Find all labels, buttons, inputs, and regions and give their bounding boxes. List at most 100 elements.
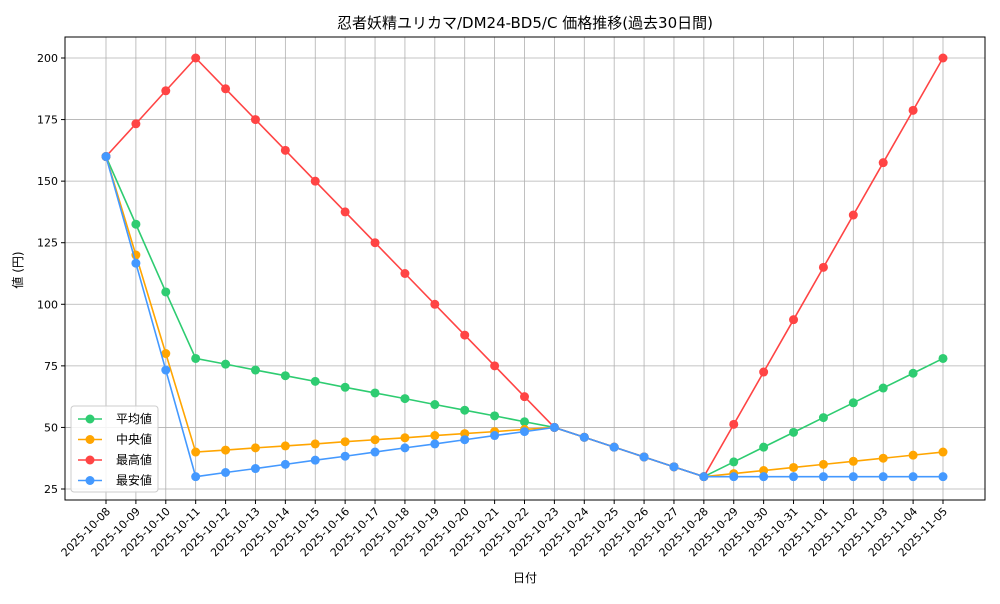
legend-marker <box>85 455 95 465</box>
data-point <box>759 442 769 452</box>
data-point <box>221 359 231 369</box>
data-point <box>609 442 619 452</box>
data-point <box>310 376 320 386</box>
data-point <box>131 219 141 229</box>
data-point <box>370 238 380 248</box>
data-point <box>400 443 410 453</box>
data-point <box>340 451 350 461</box>
data-point <box>430 299 440 309</box>
data-point <box>759 472 769 482</box>
data-point <box>370 435 380 445</box>
data-point <box>101 152 111 162</box>
plot-frame <box>64 36 986 501</box>
data-point <box>520 427 529 437</box>
data-point <box>460 330 470 340</box>
data-point <box>759 466 769 476</box>
data-point <box>250 443 260 453</box>
legend-marker <box>85 414 95 424</box>
data-point <box>878 472 888 482</box>
data-point <box>310 455 320 465</box>
legend-box <box>70 405 159 493</box>
data-point <box>460 435 470 445</box>
data-point <box>729 457 739 467</box>
data-point <box>759 367 769 377</box>
data-point <box>639 452 649 462</box>
legend-marker <box>85 435 95 444</box>
data-point <box>221 467 231 477</box>
legend-label: 最高値 <box>116 452 152 467</box>
data-point <box>221 445 231 455</box>
data-point <box>520 392 529 402</box>
legend-label: 中央値 <box>116 432 152 447</box>
data-point <box>310 439 320 449</box>
data-point <box>340 382 350 392</box>
data-point <box>818 459 828 469</box>
data-point <box>848 210 858 220</box>
y-tick-label: 125 <box>37 237 58 250</box>
data-point <box>400 433 410 443</box>
y-tick-label: 75 <box>44 360 58 373</box>
y-tick-label: 100 <box>37 298 58 311</box>
data-point <box>789 462 799 472</box>
y-axis-label: 値 (円) <box>10 251 25 288</box>
legend-label: 最安値 <box>116 473 152 488</box>
x-axis-label: 日付 <box>513 571 537 585</box>
data-point <box>131 258 141 268</box>
data-point <box>370 447 380 457</box>
data-point <box>848 456 858 466</box>
data-point <box>340 207 350 217</box>
legend-marker <box>85 476 95 485</box>
data-point <box>161 86 171 96</box>
data-point <box>430 439 440 449</box>
data-point <box>490 431 500 441</box>
data-point <box>400 394 410 404</box>
data-point <box>818 472 828 482</box>
data-point <box>729 472 739 482</box>
data-point <box>280 145 290 155</box>
y-tick-label: 150 <box>37 175 58 188</box>
data-point <box>848 398 858 408</box>
data-point <box>579 432 589 442</box>
data-point <box>699 472 709 482</box>
data-point <box>938 447 948 457</box>
y-tick-label: 25 <box>44 483 58 496</box>
data-point <box>818 262 828 272</box>
y-tick-label: 50 <box>44 421 58 434</box>
data-point <box>250 464 260 474</box>
data-point <box>908 368 918 378</box>
data-point <box>520 417 529 427</box>
data-point <box>460 429 470 439</box>
data-point <box>250 115 260 125</box>
data-point <box>340 437 350 447</box>
data-point <box>400 269 410 278</box>
data-point <box>131 119 141 129</box>
data-point <box>490 411 500 421</box>
legend-label: 平均値 <box>116 411 152 426</box>
data-point <box>729 419 739 429</box>
data-point <box>938 472 948 482</box>
data-point <box>669 462 679 472</box>
data-point <box>280 459 290 469</box>
data-point <box>280 371 290 381</box>
data-point <box>789 315 799 325</box>
chart-title: 忍者妖精ユリカマ/DM24-BD5/C 価格推移(過去30日間) <box>337 14 713 32</box>
data-point <box>908 472 918 482</box>
data-point <box>789 427 799 437</box>
data-point <box>221 84 231 94</box>
data-point <box>848 472 858 482</box>
data-point <box>191 353 201 363</box>
data-point <box>430 400 440 410</box>
y-tick-label: 200 <box>37 52 58 65</box>
data-point <box>878 158 888 168</box>
data-point <box>490 361 500 371</box>
data-point <box>878 453 888 463</box>
data-point <box>818 413 828 423</box>
data-point <box>908 450 918 460</box>
data-point <box>938 53 948 63</box>
data-point <box>430 431 440 441</box>
data-point <box>938 353 948 363</box>
series-3 <box>101 152 948 482</box>
data-point <box>191 53 201 63</box>
